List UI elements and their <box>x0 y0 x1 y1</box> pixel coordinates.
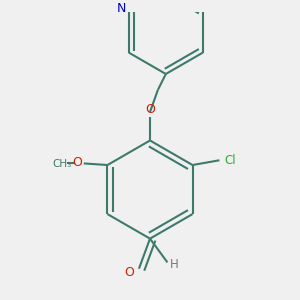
Text: N: N <box>117 2 127 15</box>
Text: O: O <box>124 266 134 279</box>
Text: Cl: Cl <box>225 154 236 167</box>
Text: O: O <box>145 103 155 116</box>
Text: O: O <box>73 156 82 169</box>
Text: CH₃: CH₃ <box>52 159 71 169</box>
Text: H: H <box>170 258 179 272</box>
